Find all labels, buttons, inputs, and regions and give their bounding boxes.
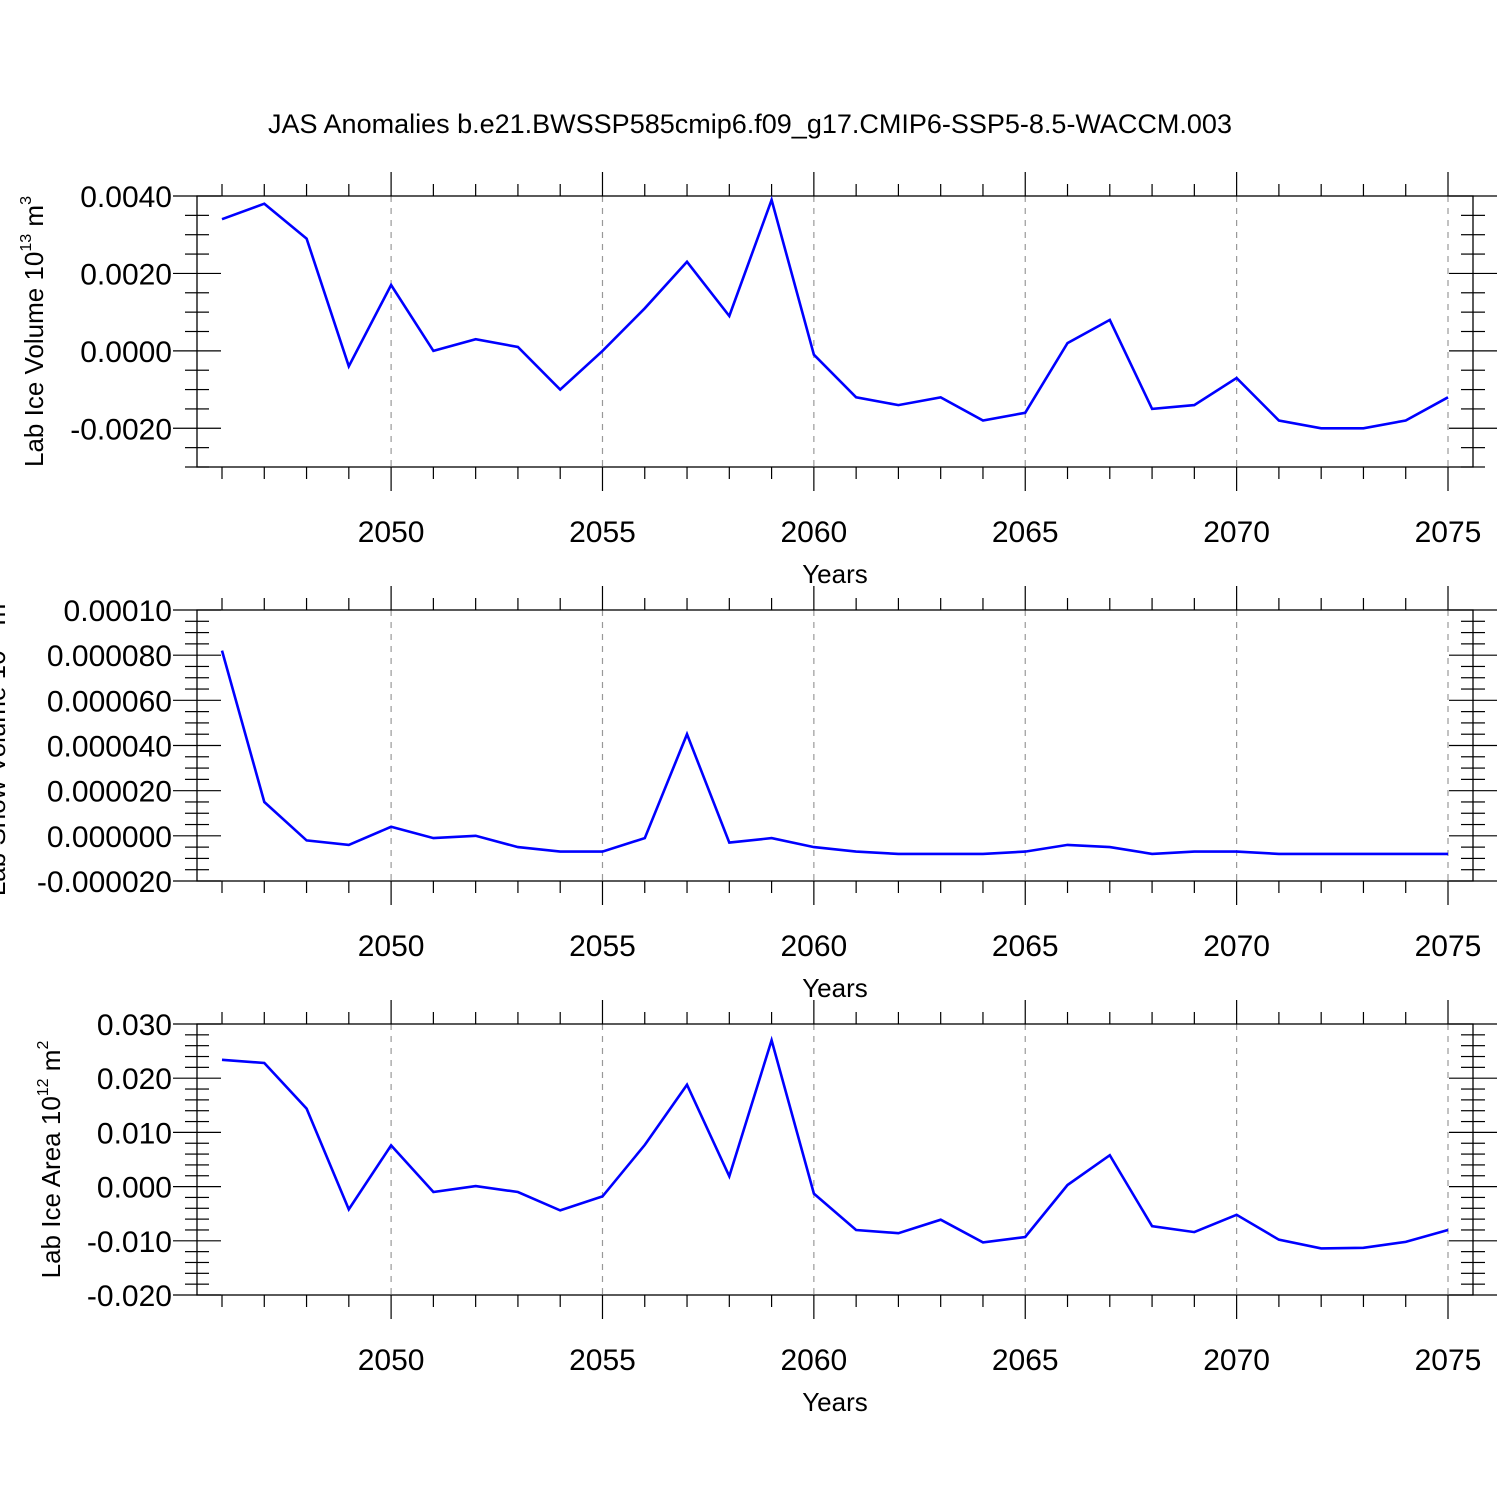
x-tick-label: 2070: [1203, 516, 1270, 549]
plot-frame: [196, 1023, 1474, 1296]
x-tick-label: 2050: [358, 1344, 425, 1377]
series-line: [221, 1035, 1449, 1250]
y-axis-label-unit: m: [19, 205, 49, 234]
x-axis-label: Years: [802, 559, 868, 589]
x-tick-label: 2070: [1203, 1344, 1270, 1377]
y-tick-label: 0.000020: [47, 776, 172, 809]
y-axis-label-unit-exponent: 3: [18, 196, 35, 205]
y-tick-label: 0.0040: [80, 181, 172, 214]
series-line: [220, 650, 1448, 856]
x-tick-label: 2065: [992, 930, 1059, 963]
x-tick-label: 2075: [1415, 1344, 1482, 1377]
y-axis-label-text: Lab Ice Volume 10: [19, 252, 49, 467]
y-tick-label: -0.000020: [37, 866, 172, 899]
x-tick-label: 2055: [569, 1344, 636, 1377]
y-tick-label: -0.020: [87, 1280, 172, 1313]
panel-1: 2050 2055 2060 2065 2070 2075 -0.0020 0.0000 0.0…: [18, 172, 1497, 589]
x-tick-label: 2065: [992, 516, 1059, 549]
y-tick-label: 0.0020: [80, 258, 172, 291]
x-axis-label: Years: [802, 1387, 868, 1417]
x-tick-label: 2070: [1203, 930, 1270, 963]
x-axis-label: Years: [802, 973, 868, 1003]
panel-2: 2050 2055 2060 2065 2070 2075 -0.000020 0.00000…: [0, 586, 1497, 1003]
y-tick-label: 0.000: [97, 1172, 172, 1205]
y-axis-label-unit-exponent: 2: [35, 1041, 52, 1050]
figure-title: JAS Anomalies b.e21.BWSSP585cmip6.f09_g1…: [268, 109, 1232, 139]
panel-3: 2050 2055 2060 2065 2070 2075 -0.020 -0.010 0.00…: [35, 1000, 1497, 1417]
y-axis-label-unit: m: [36, 1050, 66, 1079]
plot-frame: [196, 609, 1474, 882]
y-tick-label: 0.000060: [47, 685, 172, 718]
y-tick-label: -0.010: [87, 1226, 172, 1259]
y-axis-label-unit: m: [0, 604, 11, 633]
y-axis-label-text: Lab Snow Volume 10: [0, 650, 11, 896]
y-tick-label: -0.0020: [70, 413, 172, 446]
x-tick-label: 2060: [780, 1344, 847, 1377]
panels: 2050 2055 2060 2065 2070 2075 -0.0020 0.0000 0.0…: [0, 172, 1497, 1417]
y-tick-label: 0.010: [97, 1117, 172, 1150]
x-tick-label: 2055: [569, 516, 636, 549]
y-tick-label: 0.000040: [47, 731, 172, 764]
y-tick-label: 0.030: [97, 1009, 172, 1042]
y-axis-label-text: Lab Ice Area 10: [36, 1096, 66, 1278]
y-tick-label: 0.00010: [64, 595, 172, 628]
x-tick-label: 2060: [780, 930, 847, 963]
plot-frame: [196, 195, 1474, 468]
x-tick-label: 2065: [992, 1344, 1059, 1377]
y-axis-label-exponent: 13: [18, 234, 35, 252]
x-tick-label: 2060: [780, 516, 847, 549]
y-axis-label: Lab Ice Volume 1013 m3: [18, 196, 49, 467]
x-tick-label: 2050: [358, 930, 425, 963]
series-line: [221, 195, 1449, 430]
y-tick-label: 0.000000: [47, 821, 172, 854]
y-tick-label: 0.0000: [80, 336, 172, 369]
y-axis-label: Lab Ice Area 1012 m2: [35, 1041, 66, 1279]
x-tick-label: 2075: [1415, 930, 1482, 963]
y-axis-label-exponent: 12: [35, 1078, 52, 1096]
y-tick-label: 0.020: [97, 1063, 172, 1096]
x-tick-label: 2075: [1415, 516, 1482, 549]
y-tick-label: 0.000080: [47, 640, 172, 673]
y-axis-label: Lab Snow Volume 1013 m3: [0, 595, 11, 896]
x-tick-label: 2055: [569, 930, 636, 963]
x-tick-label: 2050: [358, 516, 425, 549]
